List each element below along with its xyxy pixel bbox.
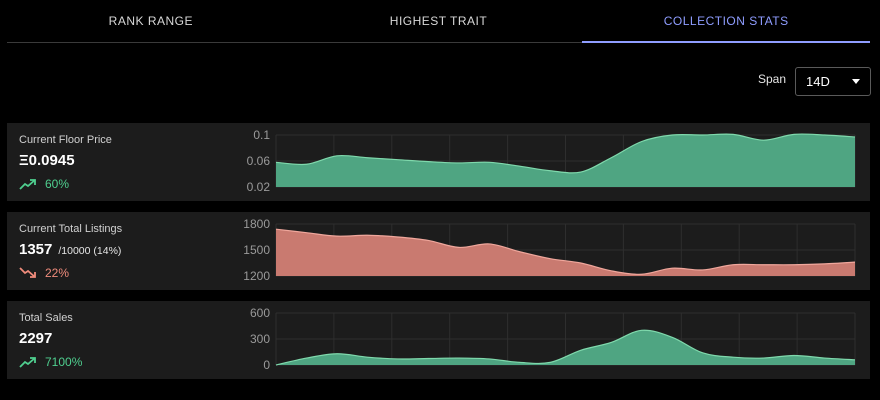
chart-total-listings: 1800 1500 1200 xyxy=(243,217,856,283)
card-value: 1357/10000 (14%) xyxy=(19,241,121,258)
card-title: Total Sales xyxy=(19,312,73,324)
series-line xyxy=(275,228,856,275)
series-line xyxy=(275,133,856,174)
card-title: Current Floor Price xyxy=(19,134,112,146)
trending-up-icon xyxy=(19,357,36,368)
span-control: Span 14D xyxy=(758,67,871,96)
y-tick-label: 0.06 xyxy=(247,154,271,168)
tab-collection-stats[interactable]: COLLECTION STATS xyxy=(582,0,870,43)
stat-card-floor-price: Current Floor Price Ξ0.0945 60% 0.1 0.06 0… xyxy=(7,123,870,201)
tab-highest-trait[interactable]: HIGHEST TRAIT xyxy=(389,14,488,28)
tab-bar: RANK RANGE HIGHEST TRAIT COLLECTION STAT… xyxy=(7,0,870,43)
series-area xyxy=(276,229,855,276)
y-tick-label: 0.1 xyxy=(253,128,270,142)
stat-card-total-sales: Total Sales 2297 7100% 600 300 0 xyxy=(7,301,870,379)
card-value-sub: /10000 (14%) xyxy=(58,245,122,257)
card-value-main: Ξ0.0945 xyxy=(19,152,75,169)
stat-card-total-listings: Current Total Listings 1357/10000 (14%) … xyxy=(7,212,870,290)
chart-total-sales: 600 300 0 xyxy=(250,306,856,372)
series-line xyxy=(275,329,856,366)
y-tick-label: 300 xyxy=(250,332,270,346)
card-value-main: 2297 xyxy=(19,330,53,347)
card-change-value: 22% xyxy=(45,266,70,280)
y-tick-label: 1800 xyxy=(243,217,270,231)
card-change-value: 60% xyxy=(45,177,70,191)
y-tick-label: 1200 xyxy=(243,269,270,283)
card-value: 2297 xyxy=(19,330,58,347)
card-change-value: 7100% xyxy=(45,355,83,369)
trending-up-icon xyxy=(19,179,36,190)
y-tick-label: 0 xyxy=(263,358,270,372)
span-selected-value: 14D xyxy=(806,74,830,89)
chevron-down-icon xyxy=(852,79,860,84)
card-change: 7100% xyxy=(19,355,82,369)
card-change: 60% xyxy=(19,177,69,191)
series-area xyxy=(276,134,855,187)
span-label: Span xyxy=(757,71,786,86)
series-area xyxy=(276,330,855,365)
card-value: Ξ0.0945 xyxy=(19,152,81,169)
card-title: Current Total Listings xyxy=(19,223,123,235)
trending-down-icon xyxy=(19,267,36,278)
y-tick-label: 600 xyxy=(250,306,270,320)
span-select[interactable]: 14D xyxy=(795,67,871,96)
y-tick-label: 0.02 xyxy=(247,180,271,194)
y-tick-label: 1500 xyxy=(243,243,270,257)
card-value-main: 1357 xyxy=(19,241,53,258)
chart-floor-price: 0.1 0.06 0.02 xyxy=(247,128,856,194)
card-change: 22% xyxy=(19,266,69,280)
tab-rank-range[interactable]: RANK RANGE xyxy=(108,14,194,28)
